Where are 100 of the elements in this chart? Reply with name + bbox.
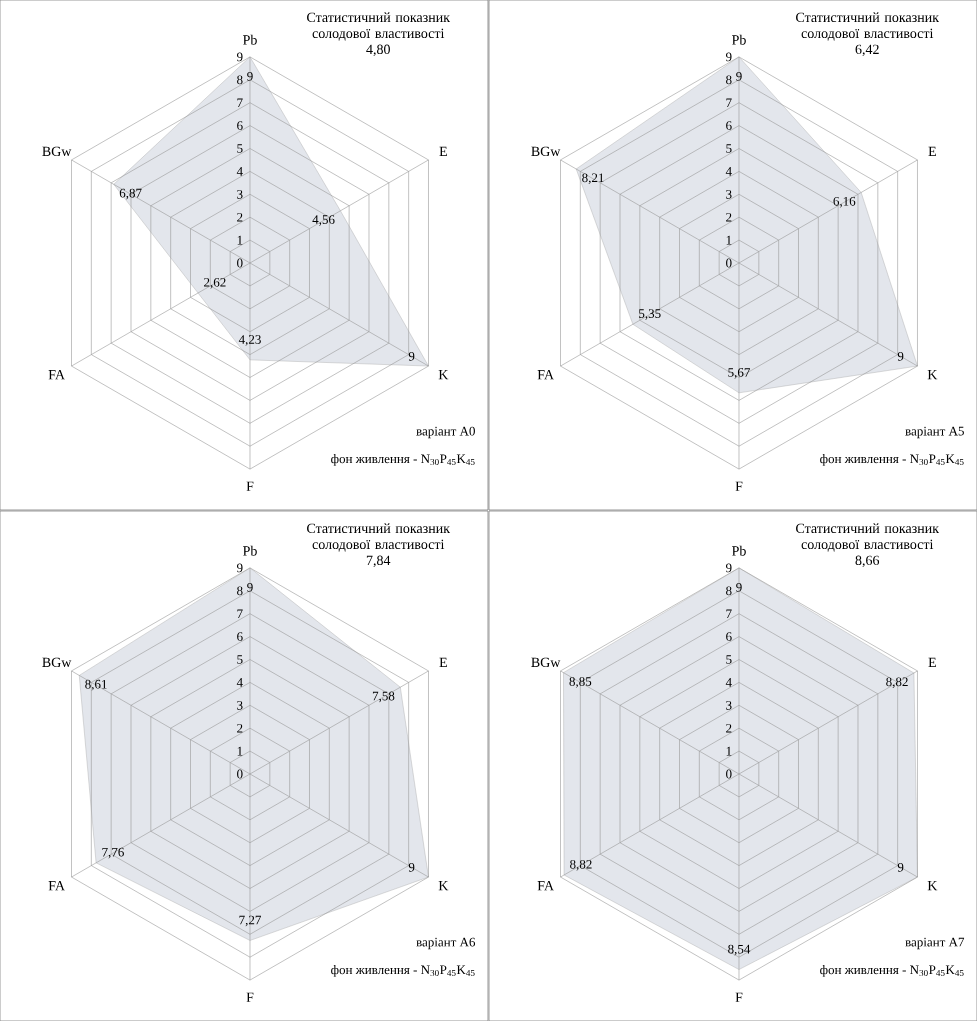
y-tick-label: 3 [726,189,732,199]
y-tick-label: 8 [237,75,243,85]
text: 8,66 [855,555,880,568]
text: варіант A6 [416,937,476,950]
data-label: 8,21 [582,173,604,185]
data-label: 9 [247,582,253,592]
text: 6,42 [855,44,879,57]
chart-title: Статистичний показник солодової властивості [307,523,451,552]
data-label: 8,82 [570,859,592,871]
data-label: 8,85 [569,677,592,688]
data-label: 8,54 [728,944,751,956]
y-tick-label: 7 [237,98,243,107]
y-tick-label: 5 [237,655,243,664]
data-label: 9 [408,351,415,361]
spoke-label: K [438,881,449,891]
data-label: 8,61 [85,679,107,691]
spoke-label: BGw [531,657,561,668]
y-tick-label: 6 [726,121,732,130]
text: варіант A0 [416,426,475,439]
spoke-label: F [735,481,743,491]
y-tick-label: 5 [726,655,732,664]
y-tick-label: 6 [237,121,243,130]
data-label: 7,76 [102,847,124,859]
y-tick-label: 0 [726,258,732,268]
spoke-label: E [928,657,936,667]
y-tick-label: 4 [236,678,243,687]
y-tick-label: 2 [237,723,243,733]
chart-title: Статистичний показник солодової властивості [796,523,940,552]
data-label: 7,58 [372,691,395,703]
text: фон живлення - N$_{30}$P$_{45}$K$_{45}$ [331,965,475,977]
y-tick-label: 1 [237,235,243,245]
spoke-label: E [439,657,447,667]
spoke-label: K [927,370,938,380]
data-label: 4,23 [238,335,261,346]
y-tick-label: 0 [726,769,732,779]
y-tick-label: 1 [237,746,243,756]
spoke-label: BGw [42,146,72,157]
y-tick-label: 9 [725,563,732,573]
data-label: 9 [897,351,904,361]
spoke-label: FA [537,370,554,380]
data-label: 9 [897,862,904,872]
spoke-label: F [246,481,254,491]
spoke-label: E [439,146,447,156]
y-tick-label: 7 [726,609,732,618]
y-tick-label: 2 [726,723,732,733]
data-label: 2,62 [204,277,226,289]
y-tick-label: 3 [726,700,732,710]
data-label: 9 [247,71,253,81]
spoke-label: Pb [732,34,746,45]
data-label: 6,16 [833,196,856,208]
y-tick-label: 5 [237,144,243,153]
spoke-label: FA [537,881,554,891]
y-tick-label: 9 [725,52,732,62]
y-tick-label: 8 [726,586,732,596]
spoke-label: FA [48,370,65,380]
data-label: 7,27 [239,915,261,927]
y-tick-label: 4 [725,678,732,687]
data-label: 5,67 [728,368,750,379]
y-tick-label: 1 [726,235,732,245]
spoke-label: F [735,992,743,1002]
spoke-label: K [927,881,938,891]
text: фон живлення - N$_{30}$P$_{45}$K$_{45}$ [820,965,964,977]
y-tick-label: 4 [236,167,243,176]
y-tick-label: 0 [237,258,243,268]
data-label: 4,56 [312,215,335,226]
y-tick-label: 7 [237,609,243,618]
text: фон живлення - N$_{30}$P$_{45}$K$_{45}$ [331,454,475,466]
y-tick-label: 3 [237,189,243,199]
y-tick-label: 2 [237,212,243,222]
y-tick-label: 1 [726,746,732,756]
spoke-label: Pb [243,34,257,45]
text: 7,84 [366,555,391,568]
y-tick-label: 9 [237,563,243,573]
chart-title: Статистичний показник солодової властивості [796,12,940,41]
data-label: 9 [408,862,415,872]
spoke-label: E [928,146,936,156]
spoke-label: K [438,370,449,380]
data-label: 9 [736,582,742,592]
y-tick-label: 0 [237,769,243,779]
spoke-label: FA [48,881,65,891]
y-tick-label: 3 [237,700,243,710]
y-tick-label: 9 [237,52,243,62]
data-label: 8,82 [886,677,908,689]
text: 4,80 [366,44,390,57]
data-label: 9 [736,71,742,81]
data-label: 5,35 [639,309,661,320]
y-tick-label: 6 [726,632,732,641]
y-tick-label: 8 [237,586,243,596]
y-tick-label: 8 [726,75,732,85]
data-label: 6,87 [119,188,142,200]
spoke-label: BGw [531,146,561,157]
y-tick-label: 4 [725,167,732,176]
spoke-label: Pb [732,545,746,556]
spoke-label: F [246,992,254,1002]
text: фон живлення - N$_{30}$P$_{45}$K$_{45}$ [820,454,964,466]
y-tick-label: 5 [726,144,732,153]
y-tick-label: 6 [237,632,243,641]
y-tick-label: 2 [726,212,732,222]
text: варіант A5 [905,426,964,439]
spoke-label: BGw [42,657,72,668]
